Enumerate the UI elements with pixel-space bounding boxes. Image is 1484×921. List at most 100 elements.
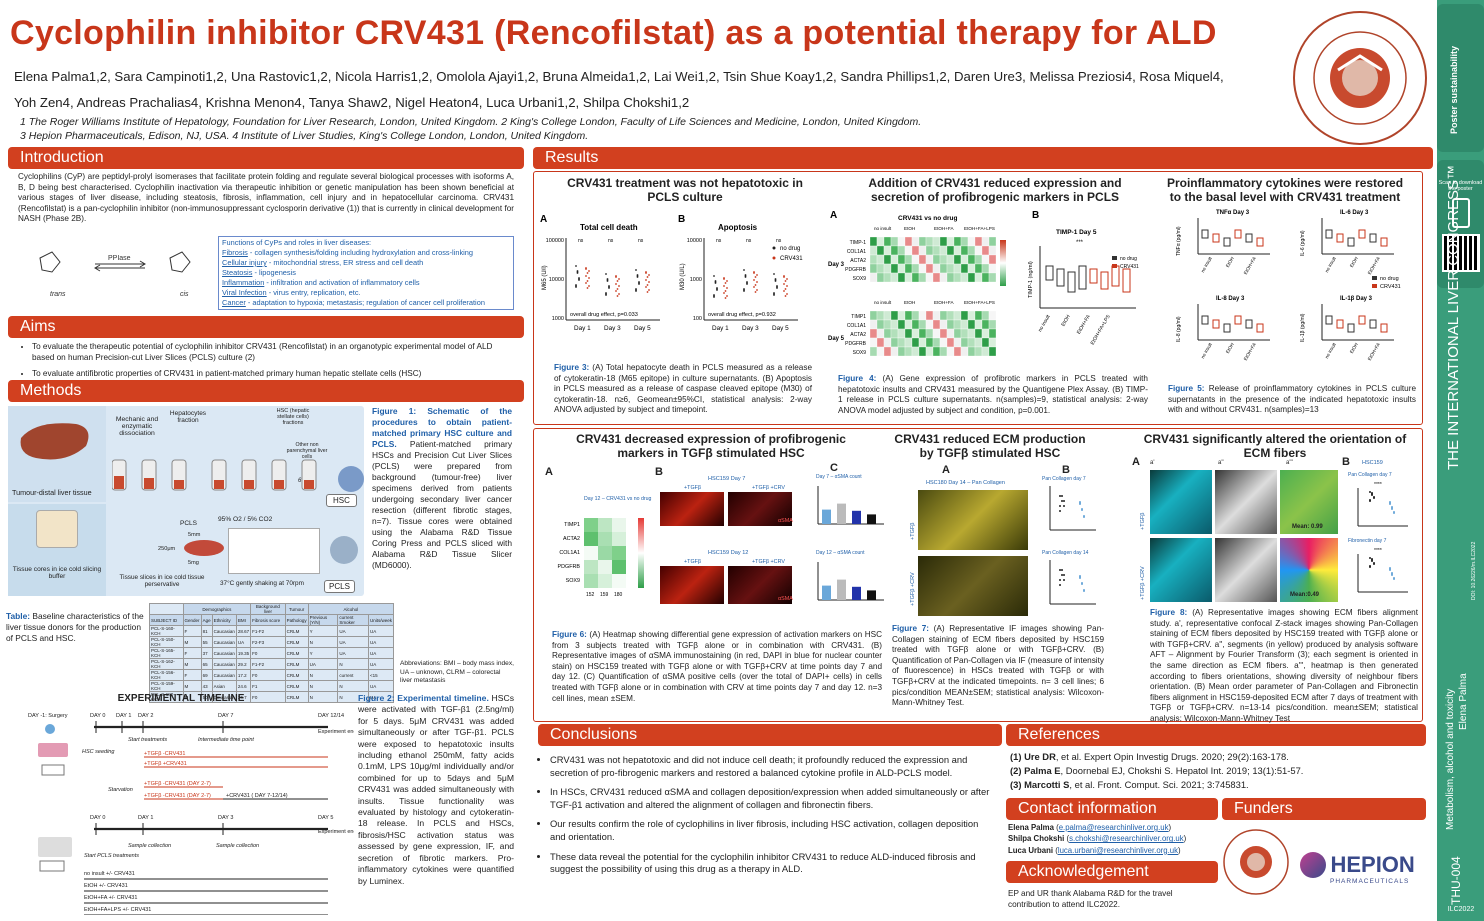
heatmap-cell (939, 263, 948, 274)
data-point (753, 279, 755, 281)
box (1256, 323, 1264, 333)
data-point (754, 284, 757, 286)
table-cell: Asian (211, 680, 237, 692)
heatmap-cell (946, 272, 955, 283)
figure-4-caption: Figure 4: (A) Gene expression of profibr… (838, 374, 1148, 416)
data-point (1061, 495, 1063, 497)
cyp-function-term[interactable]: Viral Infection (222, 288, 267, 297)
x-tick: EtOH+FA (1076, 313, 1092, 335)
fig8-segments-tgfcrv (1215, 538, 1277, 602)
heatmap-cell (883, 328, 892, 339)
fig8-heatmap-tgf (1280, 470, 1338, 534)
heatmap-cell (974, 346, 983, 357)
table-cell: UA (367, 658, 395, 670)
cytokine-title: IL-1β Day 3 (1340, 296, 1373, 302)
table-cell: CRLM (284, 669, 309, 681)
data-point (1369, 557, 1371, 559)
table-caption-body: Baseline characteristics of the liver ti… (6, 611, 144, 643)
heatmap-cell (981, 310, 990, 321)
data-point (786, 285, 788, 287)
cyp-function-desc: - mitochondrial stress, ER stress and ce… (266, 258, 424, 267)
data-point (1389, 503, 1391, 505)
cyp-function-term[interactable]: Cancer (222, 298, 246, 307)
y-axis-label: IL-8 (pg/ml) (1176, 316, 1182, 342)
table-header-cell: Gender (182, 614, 202, 626)
cytokine-title: TNFα Day 3 (1216, 210, 1250, 216)
cyp-function-desc: - infiltration and activation of inflamm… (264, 278, 420, 287)
fig8-panel-a: A (1132, 456, 1140, 468)
ppiase-label: PPIase (108, 255, 131, 262)
figure-8-caption-label: Figure 8: (1150, 608, 1188, 617)
data-point (1059, 584, 1061, 586)
cyp-function-term[interactable]: Steatosis (222, 268, 253, 277)
heatmap-cell (918, 272, 927, 283)
heatmap-cell (911, 328, 920, 339)
data-point (646, 291, 649, 293)
qr-block[interactable]: Scan to download the poster (1437, 160, 1484, 288)
table-cell: M (182, 658, 202, 670)
sig-label: ns (638, 238, 644, 244)
table-cell: UA (337, 647, 369, 659)
data-point (1079, 577, 1081, 579)
table-cell: UA (235, 636, 252, 648)
tumour-tissue-label: Tumour-distal liver tissue (12, 488, 92, 497)
heatmap-cell (897, 346, 906, 357)
conclusion-item: Our results confirm the role of cyclophi… (550, 818, 990, 843)
data-point (588, 277, 590, 279)
heatmap-cell (911, 254, 920, 265)
heatmap-cell (967, 254, 976, 265)
x-tick: EtOH+FA (1243, 255, 1258, 275)
bar (837, 579, 846, 600)
cyp-function-term[interactable]: Fibrosis (222, 248, 248, 257)
heatmap-title: CRV431 vs no drug (898, 215, 958, 222)
heatmap-cell (967, 319, 976, 330)
bar (867, 590, 876, 600)
x-tick: Day 3 (742, 325, 759, 332)
x-tick: Day 1 (712, 325, 729, 332)
heatmap-cell (981, 337, 990, 348)
heatmap-cell (925, 236, 934, 247)
table-cell: N (307, 691, 339, 703)
table-cell: 17.2 (235, 669, 252, 681)
heatmap-cell (939, 319, 948, 330)
data-point (724, 282, 727, 284)
data-point (754, 276, 757, 278)
cyp-function-term[interactable]: Cellular injury (222, 258, 267, 267)
cyp-function-term[interactable]: Inflammation (222, 278, 265, 287)
heatmap-cell (612, 546, 626, 560)
heatmap-cell (974, 245, 983, 256)
heatmap-cell (883, 310, 892, 321)
table-cell: UA (367, 647, 395, 659)
heatmap-cell (967, 272, 976, 283)
data-point (746, 281, 748, 283)
tissue-slices-label: Tissue slices in ice cold tissue perserv… (119, 574, 205, 588)
table-header-cell: current Smoker (337, 614, 369, 626)
data-point (1083, 516, 1085, 518)
cyp-function-desc: - adaptation to hypoxia; metastasis; reg… (245, 298, 485, 307)
y-tick: 10000 (687, 238, 702, 244)
data-point (586, 287, 589, 289)
reference-item: (2) Palma E, Doornebal EJ, Chokshi S. He… (1010, 764, 1420, 778)
thickness-label: 250μm (158, 546, 176, 552)
data-point (648, 281, 650, 283)
table-cell: Caucasian (211, 669, 237, 681)
y-tick: 10000 (549, 277, 564, 283)
heatmap-cell (953, 254, 962, 265)
contact-email-link[interactable]: luca.urbani@researchinliver.org.uk (1057, 845, 1179, 855)
table-cell: F1-F2 (250, 658, 286, 670)
heatmap-cell (967, 346, 976, 357)
heatmap-cell (890, 245, 899, 256)
fig6-panel-b: B (655, 466, 663, 478)
data-point (1081, 583, 1083, 585)
data-point (1389, 569, 1391, 571)
box (1325, 229, 1333, 239)
x-tick: Day 1 (574, 325, 591, 332)
contact-email-link[interactable]: s.chokshi@researchinliver.org.uk (1069, 834, 1184, 844)
qr-code-icon[interactable] (1441, 234, 1480, 272)
fig8-heatmap-tgfcrv (1280, 538, 1338, 602)
contact-email-link[interactable]: e.palma@researchinliver.org.uk (1058, 823, 1169, 832)
heatmap-cell (988, 319, 997, 330)
timeline-diagram: DAY -1: Surgery DAY 0 DAY 1 DAY 2 DAY 7 DAY 1… (28, 713, 354, 915)
heatmap-cell (911, 310, 920, 321)
table-cell: M (182, 636, 202, 648)
